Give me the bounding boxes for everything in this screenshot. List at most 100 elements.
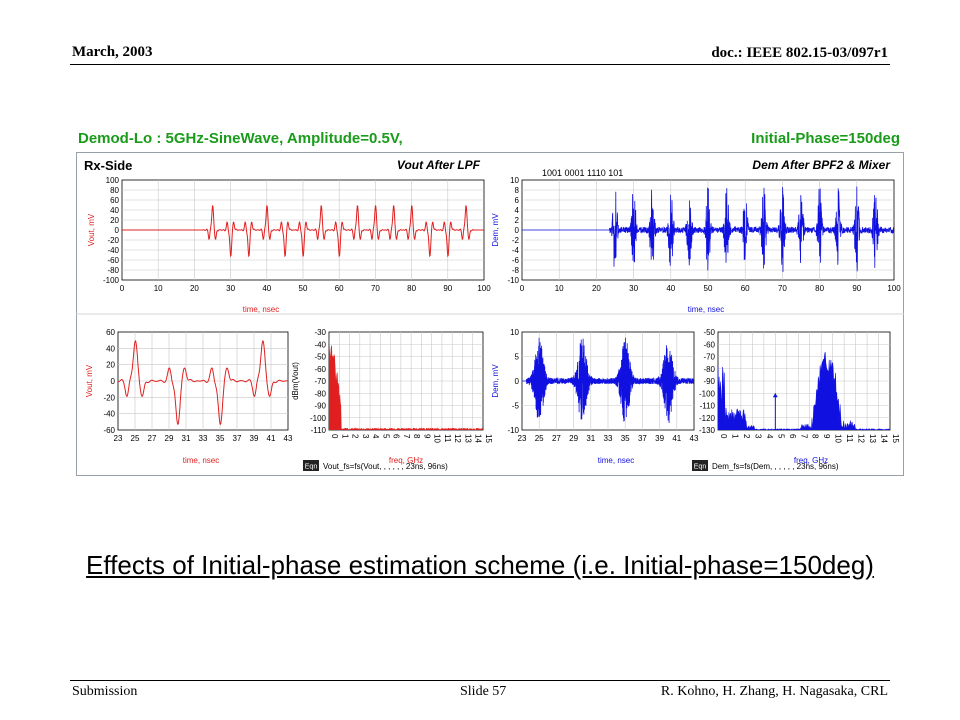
y-axis-label: dBm(Vout) [291,362,300,400]
y-tick-label: 2 [515,216,520,225]
eqn-badge [303,460,319,471]
x-tick-label: 41 [267,434,276,443]
y-tick-label: -40 [314,340,326,349]
x-tick-label: 30 [226,284,235,293]
x-tick-label: 14 [474,434,483,443]
header-date: March, 2003 [72,44,153,60]
x-tick-label: 100 [887,284,901,293]
eqn-badge [692,460,708,471]
y-tick-label: -90 [314,402,326,411]
x-tick-label: 14 [880,434,889,443]
y-tick-label: -60 [107,256,119,265]
carrier-marker-arrow [772,393,778,398]
x-axis-label: freq, GHz [389,456,423,465]
x-tick-label: 3 [753,434,762,439]
x-tick-label: 12 [453,434,462,443]
x-tick-label: 4 [371,434,380,439]
y-tick-label: 10 [510,328,519,337]
x-tick-label: 100 [477,284,491,293]
x-tick-label: 23 [114,434,123,443]
slide-caption: Effects of Initial-phase estimation sche… [86,550,874,580]
header-doc-id: doc.: IEEE 802.15-03/097r1 [711,45,888,61]
x-tick-label: 40 [666,284,675,293]
x-tick-label: 31 [182,434,191,443]
x-tick-label: 50 [299,284,308,293]
x-tick-label: 12 [857,434,866,443]
y-tick-label: -20 [107,236,119,245]
x-tick-label: 0 [330,434,339,439]
y-tick-label: 40 [110,206,119,215]
x-axis-label: time, nsec [688,305,724,314]
x-axis-label: time, nsec [183,456,219,465]
x-tick-label: 9 [822,434,831,439]
plot-4: 0 1 2 3 4 5 6 7 8 9 10 11 12 13 14 15-30-40-50-60-70-80… [291,328,493,471]
x-tick-label: 41 [672,434,681,443]
x-tick-label: 13 [868,434,877,443]
data-layer [522,337,694,424]
y-tick-label: -80 [107,266,119,275]
y-tick-label: -60 [103,426,115,435]
eqn-badge-label: Eqn [694,464,707,471]
x-axis-label: time, nsec [598,456,634,465]
y-tick-label: -100 [310,414,327,423]
x-tick-label: 50 [704,284,713,293]
footer-rule [70,680,890,681]
x-tick-label: 90 [443,284,452,293]
y-tick-label: -50 [703,328,715,337]
y-tick-label: 40 [106,344,115,353]
x-tick-label: 31 [586,434,595,443]
y-tick-label: 80 [110,186,119,195]
y-tick-label: -130 [699,426,716,435]
y-tick-label: -10 [507,276,519,285]
x-tick-label: 39 [655,434,664,443]
y-tick-label: -2 [512,236,520,245]
y-tick-label: -60 [703,340,715,349]
data-layer [329,338,483,430]
x-tick-label: 30 [629,284,638,293]
y-tick-label: -100 [699,389,716,398]
x-tick-label: 20 [592,284,601,293]
eqn-badge-label: Eqn [305,464,318,471]
x-tick-label: 0 [719,434,728,439]
y-axis-label: Dem, mV [491,213,500,247]
y-tick-label: 0 [115,226,120,235]
x-tick-label: 37 [638,434,647,443]
x-tick-label: 60 [335,284,344,293]
x-tick-label: 10 [433,434,442,443]
y-tick-label: 60 [106,328,115,337]
figure-title-right: Initial-Phase=150deg [751,130,900,147]
plot-3: 23 25 27 29 31 33 35 37 39 41 43 60 40 20 0 -20 -40 -60 ti… [85,328,293,465]
x-tick-label: 33 [604,434,613,443]
y-tick-label: -5 [512,402,520,411]
signal-trace [522,337,694,424]
x-tick-label: 35 [621,434,630,443]
x-tick-label: 15 [484,434,493,443]
footer-authors: R. Kohno, H. Zhang, H. Nagasaka, CRL [660,684,888,699]
x-tick-label: 10 [834,434,843,443]
y-tick-label: 5 [515,353,520,362]
plot-6: 0 1 2 3 4 5 6 7 8 9 10 11 12 13 14 15-50-60-70-80-90-10… [692,328,900,471]
y-axis-label: Dem, mV [491,364,500,398]
x-tick-label: 25 [131,434,140,443]
x-tick-label: 1 [730,434,739,439]
y-tick-label: 6 [515,196,520,205]
x-tick-label: 33 [199,434,208,443]
x-axis-label: time, nsec [243,305,279,314]
x-tick-label: 29 [569,434,578,443]
x-tick-label: 37 [233,434,242,443]
plot-2: 0 10 20 30 40 50 60 70 80 90 1001086420-2-4-6-8-10… [491,158,901,314]
y-tick-label: -70 [703,353,715,362]
y-tick-label: 60 [110,196,119,205]
plot-title: Dem After BPF2 & Mixer [752,158,891,172]
y-tick-label: -10 [507,426,519,435]
plot-5: 23 25 27 29 31 33 35 37 39 41 43 10 5 0 -5 -10 time, nse… [491,328,699,465]
y-tick-label: -100 [103,276,120,285]
spectrum-area [329,338,483,430]
rx-side-label: Rx-Side [84,158,132,173]
signal-trace [118,340,288,426]
y-tick-label: 0 [111,377,116,386]
x-tick-label: 60 [741,284,750,293]
x-tick-label: 10 [555,284,564,293]
y-tick-label: -20 [103,393,115,402]
x-tick-label: 2 [742,434,751,439]
